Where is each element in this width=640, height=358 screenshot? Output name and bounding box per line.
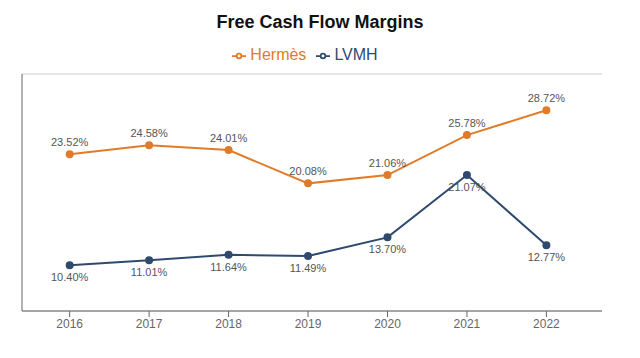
- svg-text:25.78%: 25.78%: [448, 117, 486, 129]
- svg-text:11.64%: 11.64%: [210, 261, 247, 273]
- svg-text:13.70%: 13.70%: [369, 243, 407, 255]
- svg-text:24.58%: 24.58%: [130, 127, 168, 139]
- html-text:LVMH: LVMH: [334, 46, 378, 63]
- svg-text:2019: 2019: [295, 317, 322, 331]
- svg-text:2022: 2022: [533, 317, 560, 331]
- svg-text:12.77%: 12.77%: [528, 251, 566, 263]
- svg-text:2018: 2018: [215, 317, 242, 331]
- svg-text:21.07%: 21.07%: [448, 181, 486, 193]
- svg-text:23.52%: 23.52%: [51, 136, 89, 148]
- html-text:Free Cash Flow Margins: Free Cash Flow Margins: [216, 12, 424, 32]
- svg-text:2021: 2021: [454, 317, 481, 331]
- svg-text:10.40%: 10.40%: [51, 271, 89, 283]
- svg-text:20.08%: 20.08%: [289, 165, 327, 177]
- svg-text:2017: 2017: [136, 317, 163, 331]
- svg-text:21.06%: 21.06%: [369, 157, 407, 169]
- svg-text:24.01%: 24.01%: [210, 132, 248, 144]
- html-text:Hermès: Hermès: [250, 46, 307, 63]
- svg-text:11.01%: 11.01%: [131, 266, 168, 278]
- svg-text:11.49%: 11.49%: [290, 262, 327, 274]
- svg-text:2020: 2020: [374, 317, 401, 331]
- svg-text:2016: 2016: [56, 317, 83, 331]
- svg-text:28.72%: 28.72%: [528, 92, 566, 104]
